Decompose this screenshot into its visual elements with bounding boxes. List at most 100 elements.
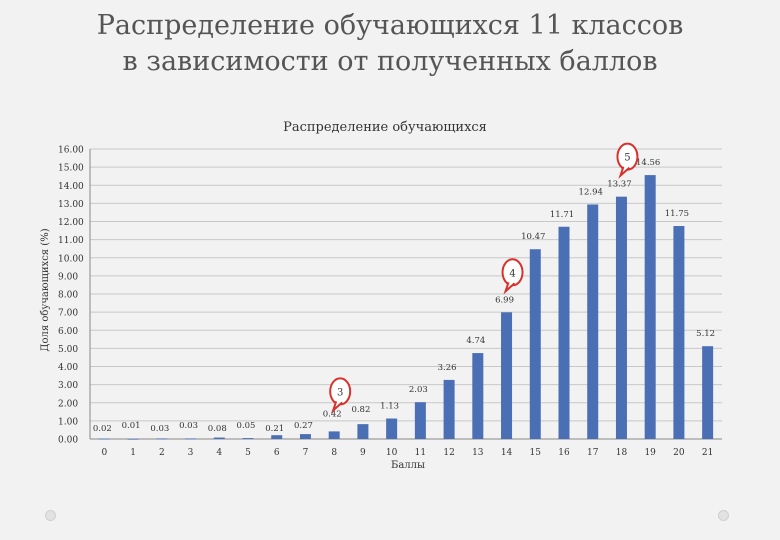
y-tick-label: 14.00	[58, 182, 84, 192]
x-tick-label: 12	[443, 448, 454, 458]
callout-pointer	[618, 166, 631, 179]
data-labels: 0 0.02 1 0.01 2 0.03 3 0.03 4 0.08 5 0.05 6 0.21 7 0.27…	[93, 158, 715, 458]
bar	[299, 434, 311, 439]
bar	[98, 438, 110, 440]
bar	[615, 196, 627, 439]
bar	[328, 431, 340, 439]
decor-dot-left	[45, 510, 56, 521]
data-label: 0.03	[179, 421, 198, 431]
data-label: 0.82	[351, 405, 370, 415]
data-label: 5.12	[696, 329, 715, 339]
callout-pointer	[331, 401, 343, 414]
y-tick-label: 1.00	[58, 417, 78, 427]
data-label: 2.03	[409, 385, 428, 395]
annotation-callout: 5	[616, 142, 639, 179]
x-axis-label: Баллы	[391, 460, 425, 471]
y-tick-label: 16.00	[58, 146, 84, 156]
data-label: 11.75	[665, 209, 689, 219]
y-tick-label: 9.00	[58, 272, 78, 282]
data-label: 0.42	[323, 409, 342, 419]
data-label: 12.94	[579, 187, 603, 197]
y-tick-label: 11.00	[58, 236, 84, 246]
bar	[558, 226, 570, 439]
bar	[213, 437, 225, 439]
bar	[472, 353, 484, 439]
data-label: 0.08	[208, 424, 227, 434]
y-tick-label: 5.00	[58, 345, 78, 355]
annotation-callout: 3	[329, 377, 352, 414]
x-tick-label: 17	[587, 448, 599, 458]
x-tick-label: 6	[274, 448, 280, 458]
data-label: 3.26	[438, 363, 457, 373]
bars	[98, 175, 714, 440]
y-tick-label: 2.00	[58, 399, 78, 409]
x-tick-label: 18	[616, 448, 628, 458]
data-label: 0.27	[294, 421, 313, 431]
data-label: 0.02	[93, 424, 112, 434]
slide-title: Распределение обучающихся 11 классов в з…	[0, 8, 780, 80]
y-tick-label: 8.00	[58, 291, 78, 301]
annotations: 3 4 5	[329, 142, 639, 414]
y-tick-label: 3.00	[58, 381, 78, 391]
data-label: 4.74	[466, 336, 485, 346]
x-tick-label: 5	[245, 448, 251, 458]
data-label: 14.56	[636, 158, 660, 168]
y-tick-label: 15.00	[58, 164, 84, 174]
bar	[443, 379, 455, 439]
y-tick-label: 7.00	[58, 309, 78, 319]
data-label: 0.01	[122, 421, 141, 431]
bar	[386, 418, 398, 439]
data-label: 10.47	[521, 232, 545, 242]
data-label: 11.71	[550, 210, 574, 220]
data-label: 6.99	[495, 295, 514, 305]
callout-label: 3	[337, 387, 343, 398]
x-tick-label: 20	[673, 448, 685, 458]
data-label: 13.37	[607, 180, 631, 190]
bar	[271, 435, 283, 439]
bar	[242, 438, 254, 439]
x-tick-label: 10	[386, 448, 398, 458]
chart-title: Распределение обучающихся	[283, 120, 487, 135]
x-tick-label: 7	[303, 448, 309, 458]
x-tick-label: 13	[472, 448, 484, 458]
bar	[127, 438, 139, 440]
y-axis-label: Доля обучающихся (%)	[40, 228, 51, 351]
slide-title-line-1: Распределение обучающихся 11 классов	[96, 10, 684, 41]
data-label: 0.03	[150, 424, 169, 434]
annotation-callout: 4	[501, 258, 524, 295]
bar	[587, 204, 599, 439]
x-tick-label: 21	[702, 448, 713, 458]
bar	[501, 312, 513, 439]
y-tick-label: 10.00	[58, 254, 84, 264]
x-tick-label: 2	[159, 448, 165, 458]
bar	[702, 346, 714, 439]
x-tick-label: 1	[130, 448, 136, 458]
decor-dot-right	[718, 510, 729, 521]
y-tick-label: 0.00	[58, 436, 78, 446]
slide-title-line-2: в зависимости от полученных баллов	[122, 46, 658, 77]
x-tick-label: 8	[331, 448, 337, 458]
y-tick-label: 12.00	[58, 218, 84, 228]
x-tick-label: 15	[530, 448, 542, 458]
y-tick-label: 13.00	[58, 200, 84, 210]
y-tick-label: 4.00	[58, 363, 78, 373]
y-tick-label: 6.00	[58, 327, 78, 337]
x-tick-label: 4	[216, 448, 222, 458]
data-label: 0.21	[265, 424, 284, 434]
bar	[357, 424, 369, 439]
x-tick-label: 16	[558, 448, 570, 458]
data-label: 0.05	[237, 421, 256, 431]
bar	[644, 175, 656, 439]
bar	[414, 402, 426, 439]
x-tick-label: 19	[644, 448, 656, 458]
bar	[673, 226, 685, 439]
x-tick-label: 0	[101, 448, 107, 458]
bar	[529, 249, 541, 439]
x-tick-label: 11	[415, 448, 426, 458]
callout-pointer	[503, 281, 516, 295]
x-tick-label: 9	[360, 448, 366, 458]
callout-label: 5	[624, 153, 630, 164]
bar	[185, 438, 197, 440]
data-label: 1.13	[380, 402, 399, 412]
